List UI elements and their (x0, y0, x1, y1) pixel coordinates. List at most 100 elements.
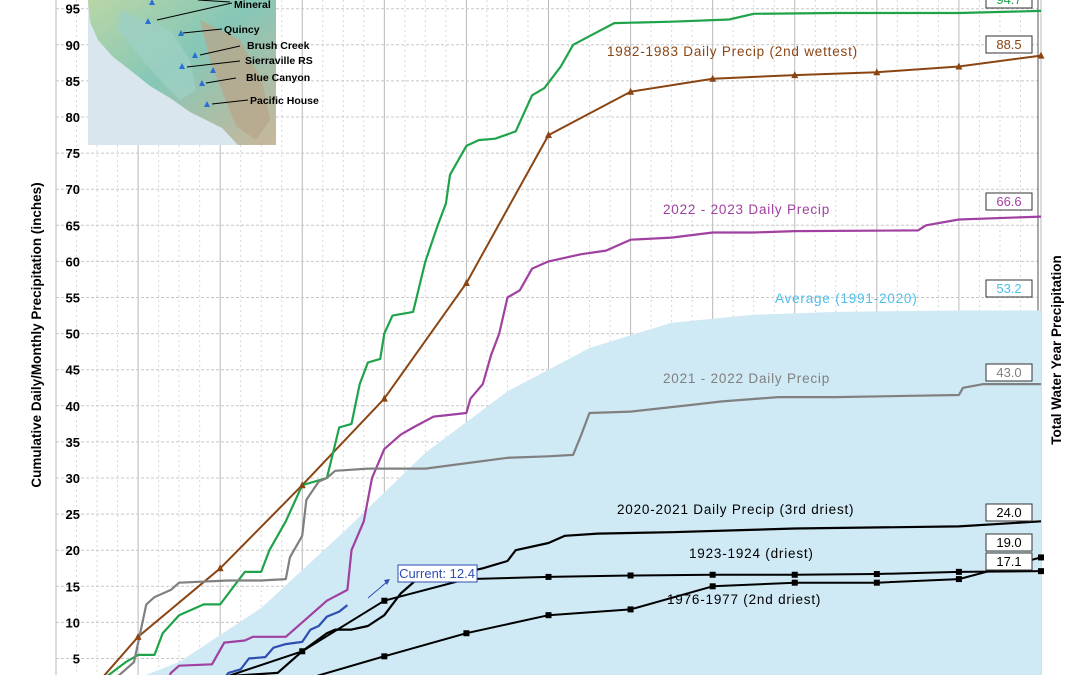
y-tick-label: 75 (66, 146, 80, 161)
data-point-marker (873, 68, 881, 76)
y-tick-label: 5 (73, 652, 80, 667)
current-callout-box (397, 564, 478, 583)
map-station-label: Blue Canyon (246, 72, 310, 84)
map-station-label: Mineral (234, 0, 271, 11)
series-line (225, 604, 349, 675)
data-point-marker (791, 571, 798, 578)
total-boxes-layer: 94.7 88.5 66.6 53.2 43.0 24.0 19.0 17.1 (985, 0, 1033, 571)
data-point-marker (298, 481, 306, 489)
data-point-marker (380, 394, 388, 402)
leader-line (186, 60, 241, 68)
data-point-marker (134, 632, 142, 640)
y-tick-label: 90 (66, 38, 80, 53)
y-tick-label: 35 (66, 435, 80, 450)
total-value: 53.2 (996, 281, 1021, 296)
data-point-marker (709, 583, 716, 590)
leader-line (182, 28, 223, 34)
y-tick-label: 85 (66, 74, 80, 89)
data-point-marker (381, 653, 388, 660)
y-tick-label: 45 (66, 363, 80, 378)
leader-line (211, 99, 249, 105)
total-value: 88.5 (996, 37, 1021, 52)
total-box (985, 192, 1033, 211)
data-point-marker (299, 648, 306, 655)
total-box (985, 35, 1033, 54)
data-point-marker (462, 279, 470, 287)
series-label: 2022 - 2023 Daily Precip (663, 202, 830, 217)
station-marker-icon (145, 18, 151, 24)
data-point-marker (955, 568, 962, 575)
station-marker-icon (204, 101, 210, 107)
y-tick-label: 70 (66, 182, 80, 197)
total-value: 94.7 (996, 0, 1021, 7)
data-point-marker (955, 576, 962, 583)
data-point-marker (463, 630, 470, 637)
station-marker-icon (178, 30, 184, 36)
leader-line (156, 2, 233, 21)
data-point-marker (1037, 568, 1044, 575)
data-point-marker (791, 71, 799, 79)
leader-line (205, 77, 237, 84)
series-labels-layer: 1982-1983 Daily Precip (2nd wettest) 2022… (367, 44, 918, 607)
series-label: 1982-1983 Daily Precip (2nd wettest) (607, 44, 858, 59)
station-marker-icon (192, 52, 198, 58)
y-tick-label: 25 (66, 507, 80, 522)
data-point-marker (1037, 554, 1044, 561)
total-box (985, 0, 1033, 9)
current-callout-pointer (367, 580, 389, 599)
series-label: 2021 - 2022 Daily Precip (663, 371, 830, 386)
map-station-label: Pacific House (250, 95, 319, 107)
series-line (117, 383, 1041, 675)
total-value: 24.0 (996, 505, 1021, 520)
data-point-marker (627, 87, 635, 95)
map-station-label: Sierraville RS (245, 55, 313, 67)
map-station-label: Brush Creek (247, 40, 310, 52)
series-line (168, 215, 1042, 675)
y-axis-label: Cumulative Daily/Monthly Precipitation (… (29, 182, 44, 487)
total-box (985, 503, 1033, 522)
data-point-marker (791, 579, 798, 586)
station-marker-icon (210, 67, 216, 73)
y-tick-label: 15 (66, 579, 80, 594)
y-tick-label: 50 (66, 327, 80, 342)
total-value: 43.0 (996, 365, 1021, 380)
series-label: 1976-1977 (2nd driest) (667, 592, 821, 607)
series-label: 2020-2021 Daily Precip (3rd driest) (617, 502, 854, 517)
leader-line (199, 45, 241, 56)
current-callout-arrow-icon (384, 579, 390, 585)
data-point-marker (709, 571, 716, 578)
current-callout-label: Current: 12.4 (399, 566, 475, 581)
y-tick-label: 65 (66, 218, 80, 233)
y-tick-label: 10 (66, 615, 80, 630)
map-leader-lines (156, 0, 249, 105)
total-value: 66.6 (996, 194, 1021, 209)
y-tick-label: 20 (66, 543, 80, 558)
map-station-label: Quincy (224, 24, 260, 36)
data-point-marker (873, 571, 880, 578)
data-point-marker (216, 564, 224, 572)
total-box (985, 279, 1033, 298)
map-valley-icon (118, 10, 196, 100)
series-label: 1923-1924 (driest) (689, 546, 814, 561)
map-mountains-icon (200, 20, 270, 140)
series-label: Average (1991-2020) (775, 291, 918, 306)
average-area (145, 310, 1041, 675)
total-value: 17.1 (996, 554, 1021, 569)
data-point-marker (544, 131, 552, 139)
series-line (106, 9, 1042, 675)
station-marker-icon (179, 63, 185, 69)
total-box (985, 552, 1033, 571)
data-point-marker (381, 597, 388, 604)
station-marker-icon (149, 0, 155, 5)
data-point-marker (627, 606, 634, 613)
data-point-marker (545, 573, 552, 580)
leader-line (197, 0, 231, 3)
y-tick-label: 80 (66, 110, 80, 125)
y-tick-label: 55 (66, 291, 80, 306)
total-box (985, 363, 1033, 382)
data-point-marker (955, 62, 963, 70)
data-point-marker (627, 572, 634, 579)
monthly-markers-layer (134, 51, 1045, 660)
y-tick-label: 60 (66, 254, 80, 269)
